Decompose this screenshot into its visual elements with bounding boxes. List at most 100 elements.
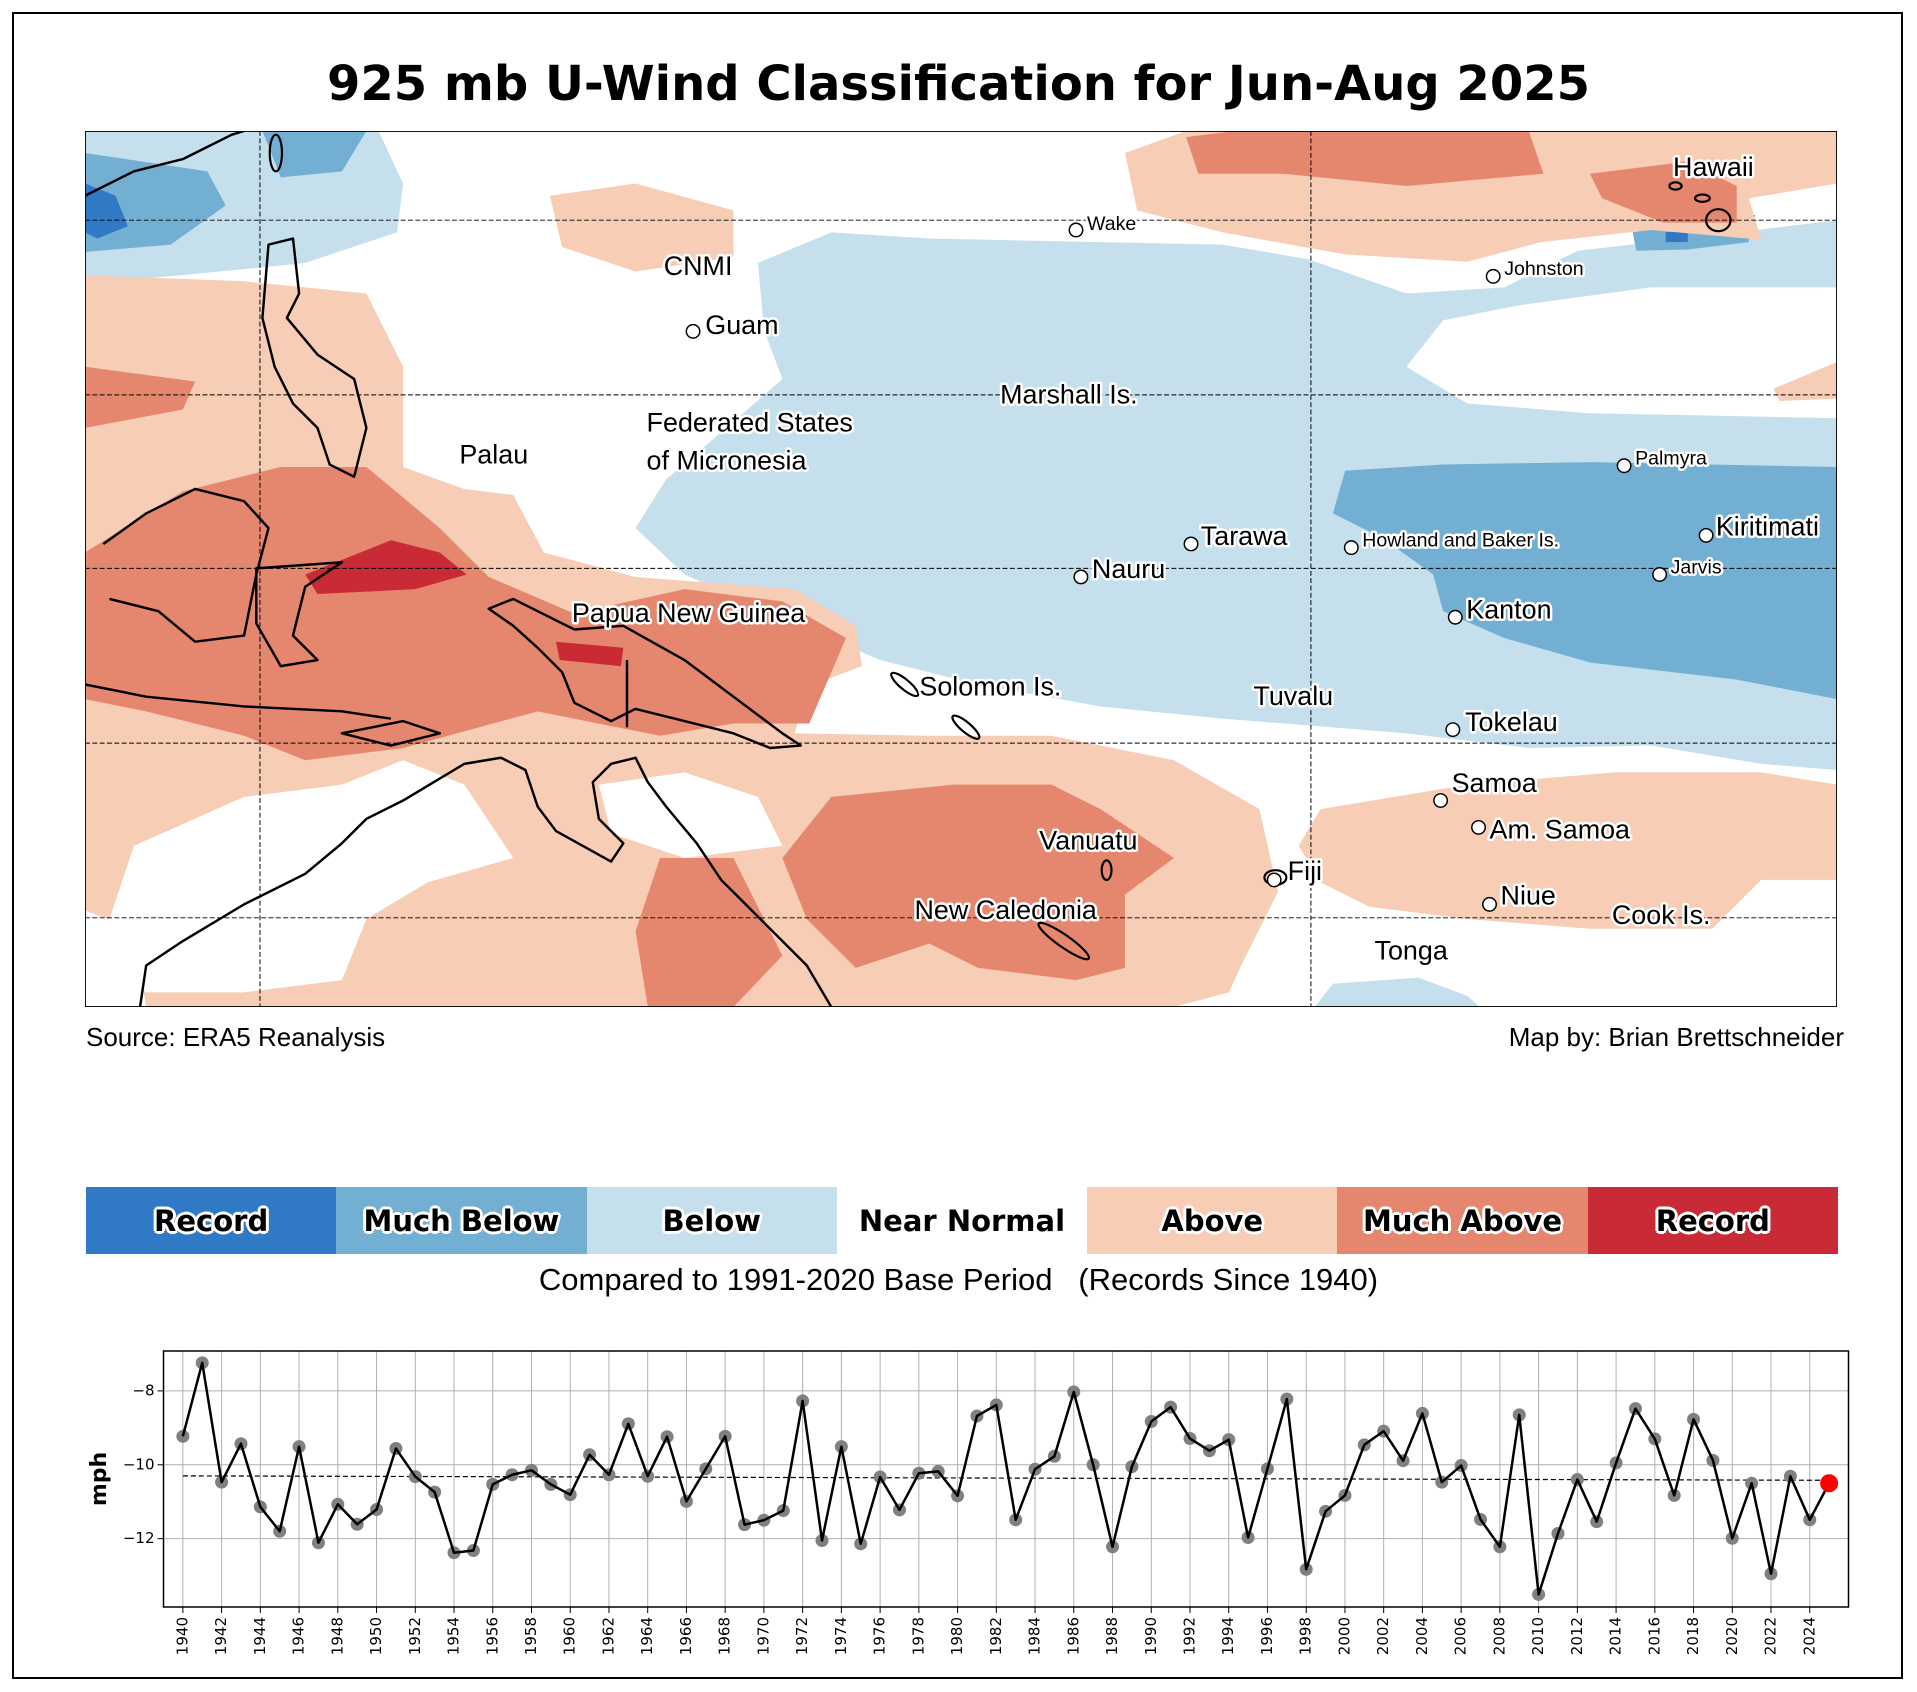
legend-above: Above bbox=[1087, 1187, 1338, 1254]
label-png: Papua New Guinea bbox=[572, 598, 805, 628]
label-guam: Guam bbox=[705, 310, 778, 340]
coastlines bbox=[85, 131, 1732, 1007]
x-tick-label: 2020 bbox=[1723, 1617, 1741, 1655]
x-tick-label: 1988 bbox=[1103, 1617, 1121, 1655]
label-marshall: Marshall Is. bbox=[1000, 379, 1138, 409]
legend-record-high: Record bbox=[1587, 1187, 1838, 1254]
series-line bbox=[181, 1361, 1831, 1596]
data-point bbox=[176, 1429, 190, 1443]
label-solomon: Solomon Is. bbox=[919, 671, 1061, 701]
time-series-chart: 1940 1942 1944 1946 1948 1950 1952 1954 1956 1958… bbox=[87, 1350, 1850, 1655]
x-tick-label: 2008 bbox=[1490, 1617, 1508, 1655]
x-tick-label: 1970 bbox=[754, 1617, 772, 1655]
classification-map: Wake Johnston CNMI Guam Marshall Is. Pal… bbox=[85, 131, 1837, 1007]
x-tick-label: 1978 bbox=[909, 1617, 927, 1655]
label-new-caledonia: New Caledonia bbox=[915, 895, 1097, 925]
x-tick-label: 1964 bbox=[638, 1617, 656, 1655]
label-niue: Niue bbox=[1501, 880, 1556, 910]
x-tick-label: 1966 bbox=[677, 1617, 695, 1655]
x-tick-label: 1946 bbox=[290, 1617, 308, 1655]
y-tick-label: −8 bbox=[132, 1381, 154, 1399]
x-tick-label: 2018 bbox=[1684, 1617, 1702, 1655]
y-tick-label: −12 bbox=[123, 1529, 155, 1547]
label-tarawa: Tarawa bbox=[1201, 521, 1288, 551]
x-tick-label: 2006 bbox=[1452, 1617, 1470, 1655]
label-johnston: Johnston bbox=[1504, 258, 1583, 280]
y-tick-label: −10 bbox=[123, 1455, 155, 1473]
location-markers bbox=[685, 222, 1714, 912]
label-wake: Wake bbox=[1087, 213, 1136, 235]
x-tick-label: 2004 bbox=[1413, 1617, 1431, 1655]
legend-below: Below bbox=[586, 1187, 837, 1254]
y-axis-label: mph bbox=[87, 1452, 112, 1506]
x-tick-label: 1990 bbox=[1142, 1617, 1160, 1655]
legend-much-above: Much Above bbox=[1337, 1187, 1588, 1254]
reference-line bbox=[182, 1475, 1830, 1481]
x-tick-label: 1942 bbox=[212, 1617, 230, 1655]
region-much-above-north bbox=[1186, 131, 1737, 223]
label-fsm-2: of Micronesia bbox=[647, 445, 807, 475]
legend-much-below: Much Below bbox=[336, 1187, 587, 1254]
x-tick-label: 1956 bbox=[483, 1617, 501, 1655]
x-tick-label: 1960 bbox=[561, 1617, 579, 1655]
label-kanton: Kanton bbox=[1466, 594, 1551, 624]
x-tick-label: 1954 bbox=[445, 1617, 463, 1655]
x-tick-label: 1984 bbox=[1026, 1617, 1044, 1655]
x-tick-label: 1980 bbox=[948, 1617, 966, 1655]
credit-note: Map by: Brian Brettschneider bbox=[1508, 1022, 1844, 1052]
x-tick-label: 1972 bbox=[793, 1617, 811, 1655]
region-above-cnmi bbox=[549, 183, 734, 272]
region-much-below-east bbox=[1332, 462, 1837, 700]
x-tick-label: 1958 bbox=[522, 1617, 540, 1655]
label-cnmi: CNMI bbox=[664, 251, 733, 281]
region-above-southeast bbox=[1298, 772, 1837, 929]
region-above-east-edge bbox=[1773, 361, 1837, 402]
legend-record-low: Record bbox=[86, 1187, 337, 1254]
legend-near-normal: Near Normal bbox=[836, 1187, 1088, 1254]
x-tick-label: 2000 bbox=[1335, 1617, 1353, 1655]
plot-frame bbox=[162, 1350, 1850, 1608]
region-much-above-south bbox=[635, 784, 1174, 1007]
x-tick-label: 1948 bbox=[328, 1617, 346, 1655]
x-tick-label: 2014 bbox=[1607, 1617, 1625, 1655]
x-tick-label: 2012 bbox=[1568, 1617, 1586, 1655]
label-hawaii: Hawaii bbox=[1673, 152, 1754, 182]
label-vanuatu: Vanuatu bbox=[1039, 825, 1137, 855]
region-record-high bbox=[305, 540, 624, 667]
x-tick-label: 2010 bbox=[1529, 1617, 1547, 1655]
label-palau: Palau bbox=[459, 439, 528, 469]
label-palmyra: Palmyra bbox=[1635, 448, 1707, 470]
x-tick-label: 2002 bbox=[1374, 1617, 1392, 1655]
x-tick-label: 1996 bbox=[1258, 1617, 1276, 1655]
label-nauru: Nauru bbox=[1092, 554, 1165, 584]
highlight-point bbox=[1820, 1474, 1839, 1493]
x-tick-label: 1940 bbox=[173, 1617, 191, 1655]
x-tick-label: 1968 bbox=[716, 1617, 734, 1655]
x-tick-label: 1952 bbox=[406, 1617, 424, 1655]
label-kiritimati: Kiritimati bbox=[1716, 511, 1819, 541]
x-tick-label: 1994 bbox=[1219, 1617, 1237, 1655]
x-tick-label: 1962 bbox=[599, 1617, 617, 1655]
legend-caption: Compared to 1991-2020 Base Period (Recor… bbox=[538, 1262, 1379, 1297]
label-tuvalu: Tuvalu bbox=[1253, 681, 1333, 711]
region-much-above-west bbox=[85, 366, 846, 761]
x-tick-label: 1976 bbox=[871, 1617, 889, 1655]
x-tick-label: 1982 bbox=[987, 1617, 1005, 1655]
map-labels: Wake Johnston CNMI Guam Marshall Is. Pal… bbox=[457, 150, 1821, 968]
label-tonga: Tonga bbox=[1375, 935, 1448, 965]
map-gridlines bbox=[85, 131, 1837, 1007]
x-tick-label: 1950 bbox=[367, 1617, 385, 1655]
region-below-tonga bbox=[1314, 977, 1480, 1007]
source-note: Source: ERA5 Reanalysis bbox=[86, 1022, 386, 1052]
x-tick-label: 2024 bbox=[1800, 1617, 1818, 1655]
x-tick-label: 1944 bbox=[251, 1617, 269, 1655]
label-cook: Cook Is. bbox=[1612, 900, 1711, 930]
region-near-normal-australia bbox=[85, 760, 783, 1007]
x-tick-label: 2022 bbox=[1762, 1617, 1780, 1655]
label-jarvis: Jarvis bbox=[1671, 556, 1722, 578]
label-tokelau: Tokelau bbox=[1465, 707, 1558, 737]
x-tick-label: 1998 bbox=[1297, 1617, 1315, 1655]
label-fiji: Fiji bbox=[1288, 856, 1322, 886]
x-tick-label: 1974 bbox=[832, 1617, 850, 1655]
x-tick-label: 1992 bbox=[1180, 1617, 1198, 1655]
